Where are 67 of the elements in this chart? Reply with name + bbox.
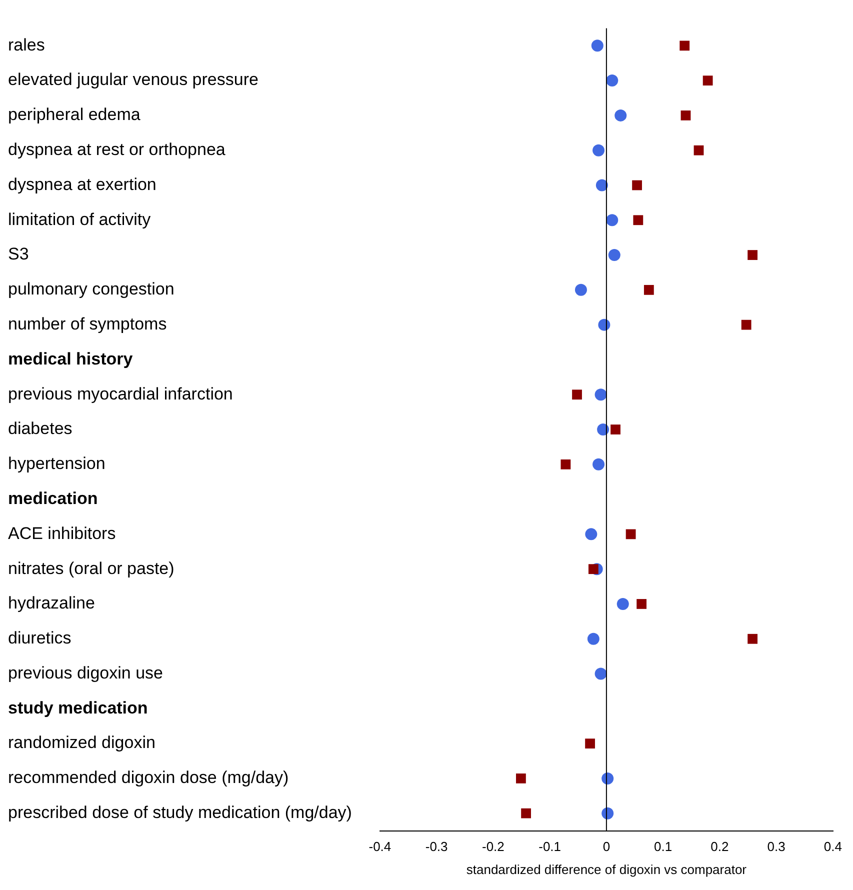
point [597, 424, 610, 436]
point [588, 564, 598, 574]
y-tick-label: study medication [8, 698, 148, 718]
point [680, 110, 691, 120]
x-tick-label: 0.4 [824, 839, 842, 854]
point [644, 284, 654, 295]
y-tick-label: ACE inhibitors [8, 524, 116, 543]
y-tick-label: rales [8, 35, 45, 54]
point [610, 424, 620, 434]
point [614, 109, 627, 122]
point [748, 634, 758, 644]
y-tick-label: diabetes [8, 419, 72, 438]
y-tick-label: prescribed dose of study medication (mg/day) [8, 803, 352, 822]
y-tick-label: elevated jugular venous pressure [8, 70, 258, 90]
point [592, 458, 605, 470]
x-tick-label: -0.1 [538, 839, 562, 854]
y-tick-label: dyspnea at rest or orthopnea [8, 140, 226, 160]
point [521, 808, 531, 818]
point [606, 74, 618, 87]
point [591, 40, 604, 52]
y-tick-label: number of symptoms [8, 314, 167, 334]
y-tick-label: S3 [8, 244, 29, 264]
point [680, 40, 690, 51]
point [694, 145, 704, 156]
point [626, 529, 636, 540]
point [608, 249, 620, 262]
y-tick-label: peripheral edema [8, 105, 141, 124]
point [606, 214, 618, 226]
point [587, 632, 600, 645]
point [594, 388, 607, 401]
y-tick-label: hypertension [8, 454, 106, 474]
point [596, 179, 608, 192]
point [632, 180, 642, 190]
x-tick-label: 0.3 [767, 839, 786, 854]
x-tick-label: 0.1 [654, 839, 672, 854]
point [585, 528, 598, 540]
point [572, 390, 582, 400]
point [574, 284, 587, 296]
y-tick-label: previous myocardial infarction [8, 384, 233, 404]
point [633, 215, 644, 226]
point [585, 738, 595, 749]
y-tick-label: hydrazaline [8, 594, 95, 613]
x-tick-label: 0.2 [710, 839, 729, 854]
y-tick-label: recommended digoxin dose (mg/day) [8, 768, 289, 788]
point [560, 459, 571, 470]
x-tick-label: 0 [602, 839, 610, 854]
x-tick-label: -0.3 [425, 839, 448, 854]
y-tick-label: randomized digoxin [8, 733, 156, 752]
point [594, 668, 607, 680]
y-tick-label: nitrates (oral or paste) [8, 558, 174, 578]
x-axis-title: standardized difference of digoxin vs comparator [466, 862, 748, 877]
point [592, 144, 605, 156]
y-tick-label: medication [8, 488, 98, 508]
y-tick-label: diuretics [8, 628, 72, 648]
point [636, 599, 647, 609]
y-tick-label: dyspnea at exertion [8, 174, 156, 194]
point [516, 774, 526, 784]
y-tick-label: limitation of activity [8, 210, 152, 229]
x-tick-label: -0.4 [368, 839, 392, 854]
y-tick-label: previous digoxin use [8, 663, 163, 682]
y-tick-label: medical history [8, 349, 134, 368]
point [748, 250, 758, 260]
point [741, 320, 752, 330]
point [616, 598, 629, 610]
point [702, 76, 713, 86]
x-tick-label: -0.2 [482, 839, 504, 854]
y-tick-label: pulmonary congestion [8, 280, 174, 299]
